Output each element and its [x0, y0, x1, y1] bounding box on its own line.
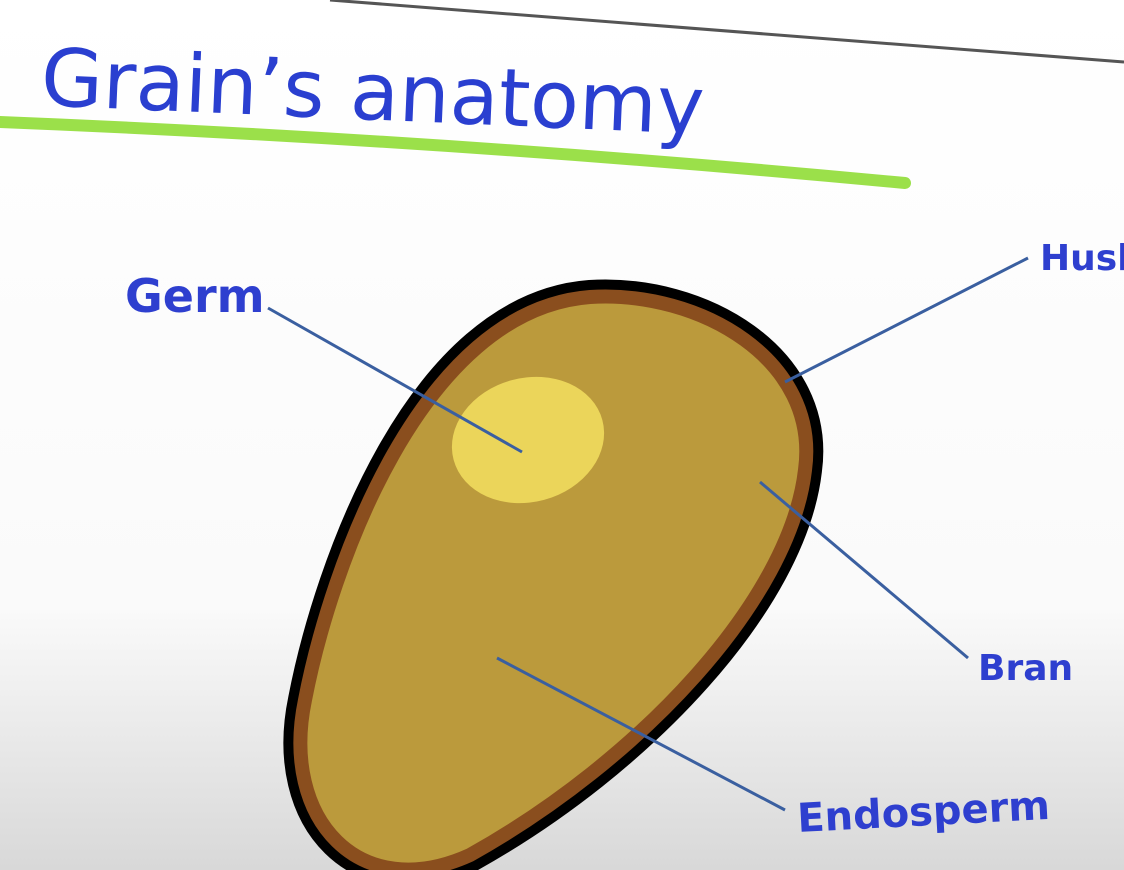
bran-endosperm: [293, 289, 814, 870]
husk-line: [784, 256, 1029, 384]
slide-edge: [329, 0, 1124, 64]
bran-line: [759, 480, 969, 660]
title-underline: [0, 116, 911, 189]
germ-shape: [451, 376, 605, 504]
endosperm-line: [496, 656, 786, 812]
germ-label: Germ: [125, 269, 265, 323]
bran-label: Bran: [978, 648, 1073, 689]
husk-label: Husk: [1040, 238, 1124, 279]
germ-line: [267, 306, 523, 454]
leader-lines: [267, 256, 1029, 812]
grain: [283, 279, 824, 870]
